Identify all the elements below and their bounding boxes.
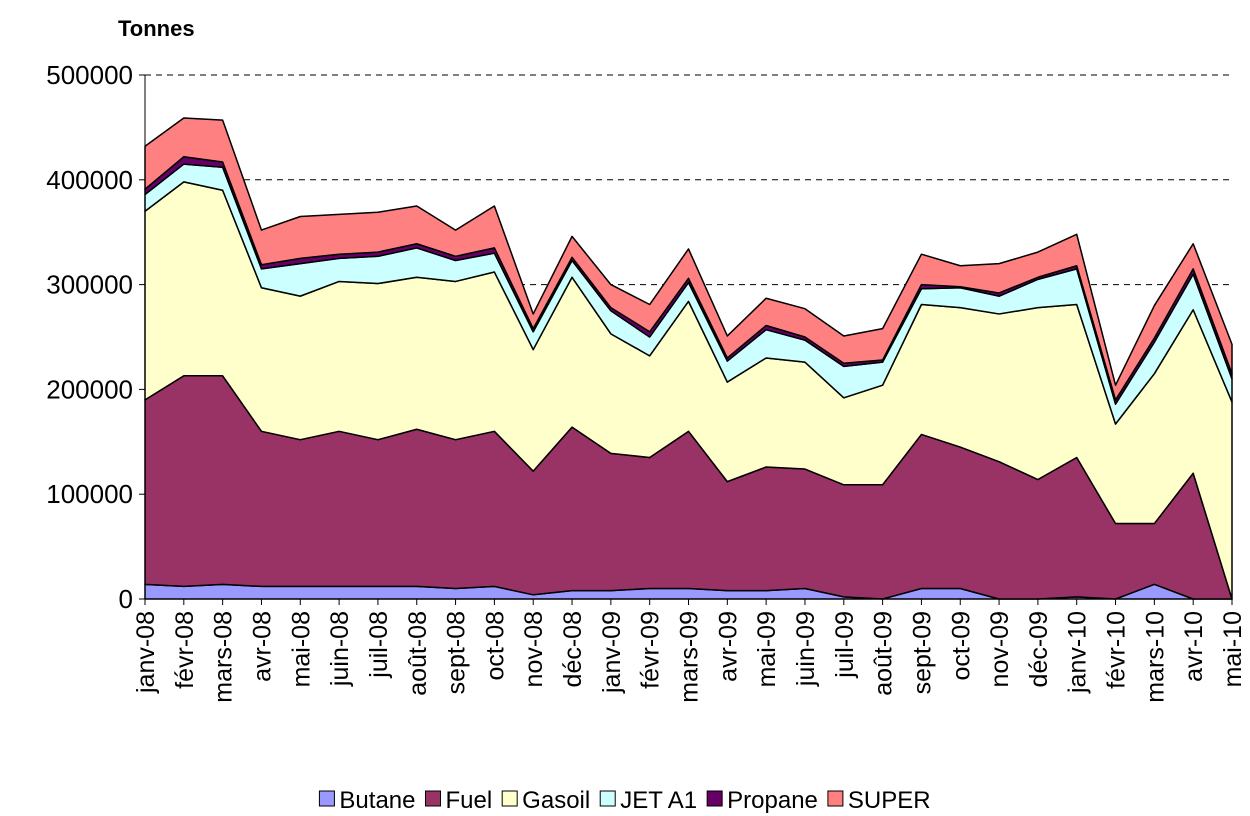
x-tick-label: août-09 [870,611,898,696]
x-tick-label: mai-08 [287,611,315,687]
x-tick-label: févr-10 [1103,611,1131,689]
x-tick-label: mars-10 [1141,611,1169,703]
legend-label: SUPER [848,787,931,814]
legend-swatch [501,790,518,807]
x-tick-label: janv-09 [598,611,626,694]
area [144,117,1233,401]
x-tick-label: mars-09 [676,611,704,703]
legend-label: Butane [339,787,415,814]
chart-title: Tonnes [118,16,195,41]
x-tick-label: juin-08 [326,611,354,687]
x-tick-label: nov-08 [520,611,548,687]
y-tick-label: 0 [119,584,133,614]
legend-label: Propane [727,787,818,814]
x-tick-label: févr-08 [171,611,199,689]
x-tick-label: févr-09 [637,611,665,689]
y-tick-label: 100000 [46,479,133,509]
y-tick-label: 200000 [46,374,133,404]
x-tick-label: mars-08 [210,611,238,703]
y-tick-label: 500000 [46,60,133,90]
x-tick-label: janv-10 [1064,611,1092,694]
x-tick-label: déc-09 [1025,611,1053,687]
x-tick-label: oct-09 [947,611,975,680]
x-tick-label: sept-08 [443,611,471,694]
y-tick-label: 300000 [46,270,133,300]
x-tick-label: juin-09 [792,611,820,687]
y-tick-label: 400000 [46,165,133,195]
legend-swatch [424,790,441,807]
x-tick-label: déc-08 [559,611,587,687]
legend-label: JET A1 [620,787,697,814]
legend-label: Fuel [445,787,492,814]
x-tick-label: août-08 [404,611,432,696]
legend-label: Gasoil [522,787,590,814]
x-tick-label: sept-09 [908,611,936,694]
x-tick-label: juil-08 [365,611,393,679]
x-tick-label: avr-10 [1180,611,1208,682]
legend-swatch [827,790,844,807]
legend-swatch [706,790,723,807]
x-tick-label: janv-08 [132,611,160,694]
x-tick-label: avr-09 [714,611,742,682]
legend-swatch [599,790,616,807]
x-tick-label: mai-09 [753,611,781,687]
x-tick-label: nov-09 [986,611,1014,687]
x-tick-label: oct-08 [481,611,509,680]
legend: Butane Fuel Gasoil JET A1 Propane SUPER [318,787,931,814]
legend-swatch [318,790,335,807]
x-tick-label: mai-10 [1219,611,1247,687]
x-tick-label: juil-09 [831,611,859,679]
x-tick-label: avr-08 [248,611,276,682]
